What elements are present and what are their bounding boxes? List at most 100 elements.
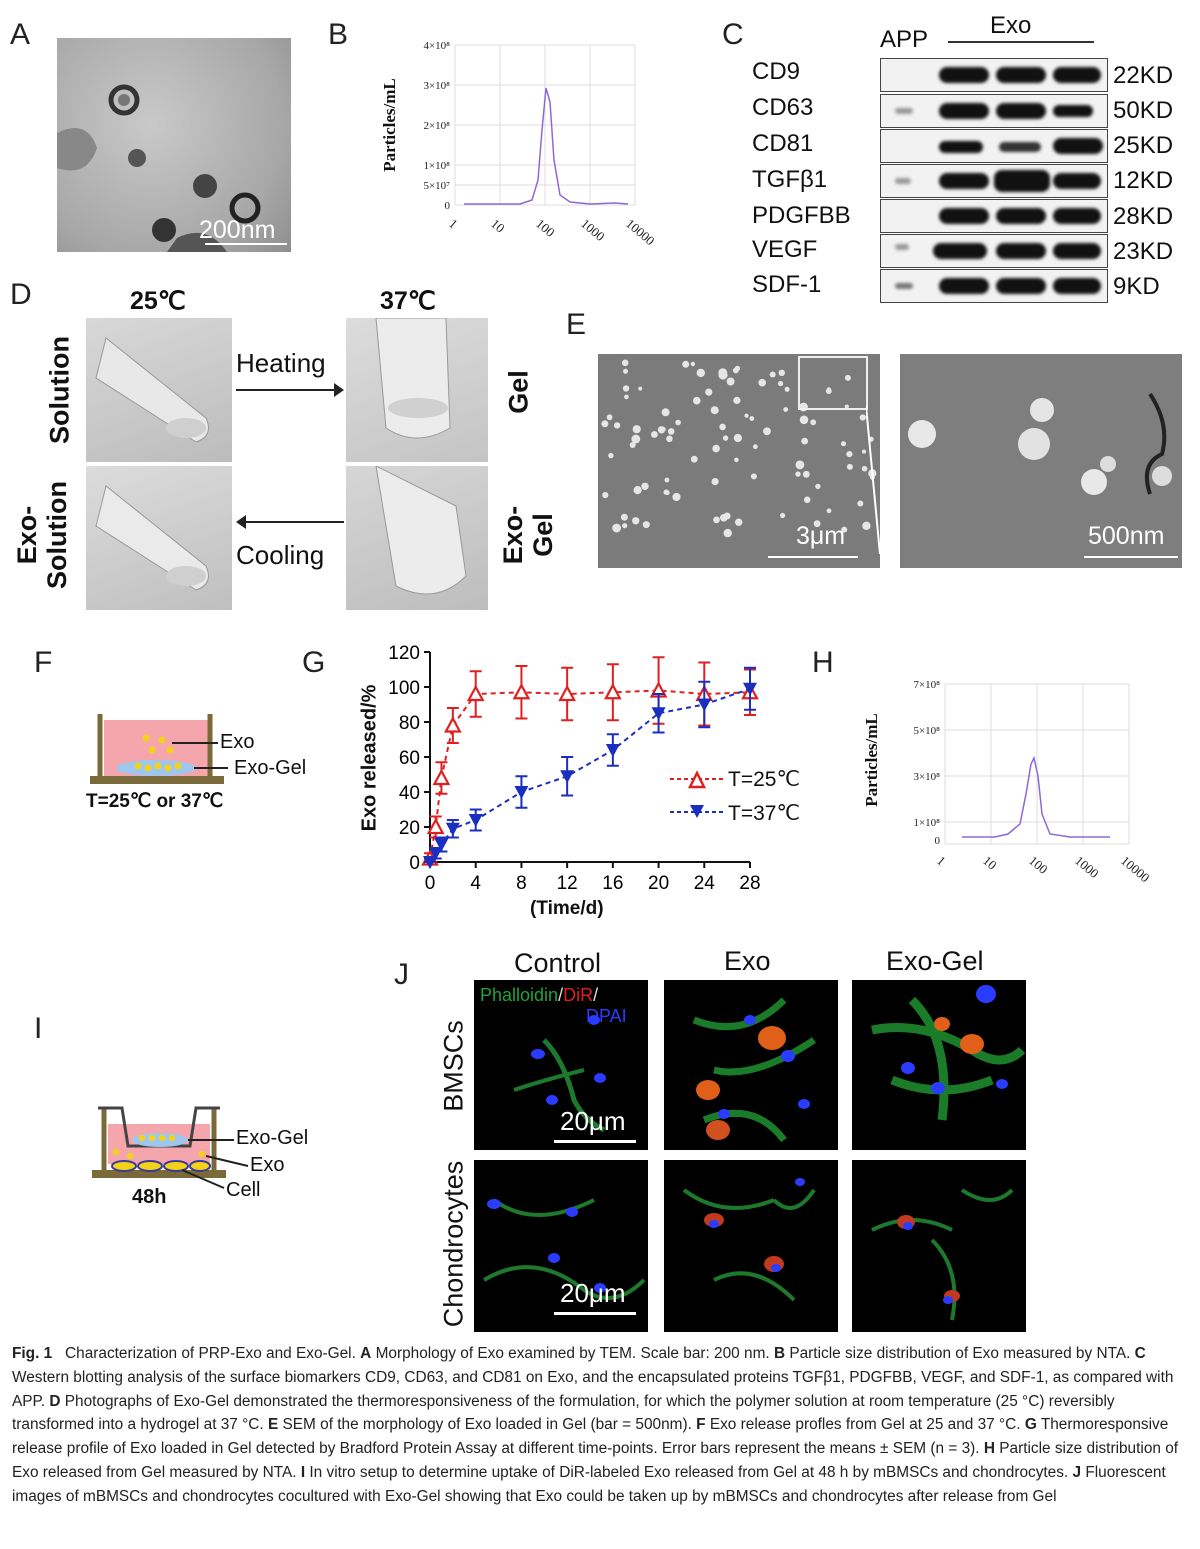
fluor-chondro-exo-gel — [852, 1160, 1026, 1332]
caption-a-text: Morphology of Exo examined by TEM. Scale… — [375, 1345, 770, 1362]
g-xtick-label: 4 — [470, 873, 481, 894]
wb-strip-sdf1 — [880, 269, 1108, 303]
sem-particle — [632, 425, 641, 434]
g-xtick-label: 8 — [516, 873, 527, 894]
sem-particle — [664, 477, 670, 483]
zoom-connector — [866, 405, 881, 555]
sem-particle — [601, 420, 609, 428]
g-point-37 — [434, 838, 449, 852]
sem-particle — [753, 444, 758, 450]
sem-particle — [613, 422, 621, 429]
tube-photo-solution — [86, 318, 232, 462]
g-xlabel: (Time/d) — [530, 898, 604, 919]
panel-label-c: C — [722, 18, 744, 51]
wb-strip-vegf — [880, 234, 1108, 268]
stain-sep-1: / — [558, 985, 564, 1005]
sem-particle — [682, 360, 690, 368]
sem-particle — [642, 521, 650, 529]
sem-particle — [802, 470, 810, 478]
sem-particle — [861, 465, 868, 472]
wb-row-label-4: PDGFBB — [752, 202, 851, 229]
h-ytick-2: 3×10⁸ — [913, 771, 940, 783]
release-setup-diagram-f — [90, 714, 228, 784]
sem-particle — [784, 386, 790, 392]
g-point-37 — [560, 770, 575, 784]
sem-particle — [844, 374, 851, 381]
caption-b-label: B — [773, 1345, 786, 1362]
sem-particle — [763, 427, 771, 436]
j-col-exo-gel: Exo-Gel — [886, 946, 984, 976]
wb-header-app: APP — [880, 26, 929, 53]
sem-particle — [825, 388, 832, 394]
caption-c-label: C — [1134, 1345, 1146, 1362]
uptake-setup-diagram-i — [92, 1106, 249, 1189]
cooling-arrow-icon — [236, 515, 344, 529]
b-xtick-4: 10000 — [623, 216, 658, 248]
sem-particle — [844, 404, 849, 409]
sem-particle — [690, 455, 698, 463]
panel-label-a: A — [10, 18, 31, 51]
sem-scale-label-left: 3μm — [796, 522, 846, 550]
sem-particle — [633, 486, 642, 495]
wb-kd-1: 50KD — [1113, 97, 1174, 124]
sem-particle — [606, 414, 613, 421]
caption-h-label: H — [983, 1440, 995, 1458]
sem-particle — [624, 394, 629, 400]
j-col-exo: Exo — [724, 946, 771, 976]
sem-particle — [744, 413, 749, 418]
fluor-chondro-control: 20μm — [474, 1160, 648, 1332]
sem-particle — [726, 377, 735, 386]
wb-kd-3: 12KD — [1113, 167, 1174, 194]
panel-label-h: H — [812, 646, 834, 679]
sem-particle — [661, 427, 666, 432]
sem-particle — [718, 368, 728, 377]
h-xtick-4: 10000 — [1118, 853, 1153, 885]
sem-particle — [651, 431, 658, 438]
wb-row-label-0: CD9 — [752, 58, 801, 85]
sem-particle — [675, 419, 681, 426]
fluor-bmsc-control: Phalloidin/DiR/ DPAI 20μm — [474, 980, 648, 1150]
sem-particle — [629, 442, 636, 448]
g-xtick-label: 28 — [739, 873, 760, 894]
sem-particle — [672, 492, 681, 502]
sem-image-overview: 3μm — [598, 354, 880, 568]
i-exo-label: Exo — [250, 1154, 285, 1176]
caption-f-label: F — [696, 1416, 706, 1434]
sem-particle — [862, 521, 871, 530]
sem-particle — [778, 369, 785, 376]
d-row2-left-label: Exo- Solution — [12, 481, 72, 589]
j-row-chondrocytes: Chondrocytes — [438, 1160, 469, 1328]
wb-strip-tgfb1 — [880, 164, 1108, 198]
panel-label-i: I — [34, 1012, 43, 1045]
sem-particle — [734, 457, 739, 463]
sem-particle — [795, 471, 801, 477]
g-point-25 — [432, 768, 451, 786]
caption-g-text: Thermoresponsive release profile of Exo … — [12, 1416, 1169, 1458]
d-temp-right: 37℃ — [380, 287, 436, 315]
b-ytick-2: 2×10⁸ — [423, 120, 450, 132]
g-ytick-label: 20 — [399, 818, 420, 839]
sem-particle — [638, 386, 643, 391]
stain-sep-2: / — [593, 985, 599, 1005]
g-point-37 — [697, 698, 712, 712]
caption-a-label: A — [360, 1345, 372, 1362]
b-ytick-1: 3×10⁸ — [423, 80, 450, 92]
g-point-37 — [605, 744, 620, 757]
sem-particle — [841, 526, 848, 533]
f-exo-gel-label: Exo-Gel — [234, 757, 307, 779]
sem-particle — [690, 361, 696, 367]
d-row2-right-label: Exo- Gel — [498, 505, 558, 565]
scale-bar-line — [205, 243, 287, 245]
i-cell-label: Cell — [226, 1179, 261, 1201]
wb-strip-pdgfbb — [880, 199, 1108, 233]
caption-i-text: In vitro setup to determine uptake of Di… — [309, 1463, 1069, 1481]
i-time-label: 48h — [132, 1186, 167, 1208]
sem-particle — [713, 516, 720, 524]
g-point-25 — [466, 684, 485, 702]
b-xtick-2: 100 — [533, 216, 558, 240]
sem-particle — [641, 482, 649, 490]
sem-particle — [632, 517, 640, 525]
panel-label-d: D — [10, 278, 32, 311]
fluor-bmsc-exo-gel — [852, 980, 1026, 1150]
sem-particle — [857, 500, 864, 507]
